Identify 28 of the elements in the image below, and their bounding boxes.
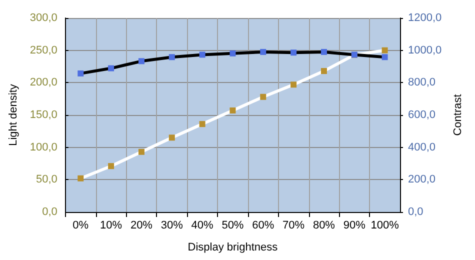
y2-tick-label: 1200,0 bbox=[408, 12, 442, 24]
y2-axis-title: Contrast bbox=[452, 94, 464, 136]
x-tick-label: 40% bbox=[191, 220, 214, 232]
x-tick-label: 80% bbox=[312, 220, 336, 232]
x-tick-label: 30% bbox=[160, 220, 184, 232]
y2-tick-label: 800,0 bbox=[408, 76, 436, 89]
y-tick-label: 300,0 bbox=[30, 12, 58, 24]
x-tick-label: 20% bbox=[130, 220, 153, 232]
x-tick-label: 0% bbox=[72, 220, 89, 232]
y-tick-label: 250,0 bbox=[30, 44, 58, 56]
y2-tick-label: 400,0 bbox=[408, 141, 436, 154]
y2-tick-label: 200,0 bbox=[408, 174, 436, 186]
y-tick-label: 100,0 bbox=[30, 141, 58, 154]
y-tick-label: 150,0 bbox=[30, 109, 58, 121]
x-tick-label: 100% bbox=[370, 220, 400, 232]
y-tick-label: 50,0 bbox=[36, 174, 58, 186]
y2-tick-label: 1000,0 bbox=[408, 44, 442, 56]
x-tick-label: 60% bbox=[252, 220, 274, 232]
x-axis-title: Display brightness bbox=[188, 242, 278, 254]
x-tick-label: 70% bbox=[282, 220, 305, 232]
y-tick-label: 200,0 bbox=[30, 76, 58, 89]
x-tick-label: 10% bbox=[100, 220, 122, 232]
y2-tick-label: 0,0 bbox=[408, 206, 424, 218]
x-tick-label: 90% bbox=[343, 220, 366, 232]
y-tick-label: 0,0 bbox=[42, 206, 58, 218]
y2-tick-label: 600,0 bbox=[408, 109, 436, 121]
y-axis-title: Light density bbox=[8, 84, 20, 146]
x-tick-label: 50% bbox=[222, 220, 244, 232]
